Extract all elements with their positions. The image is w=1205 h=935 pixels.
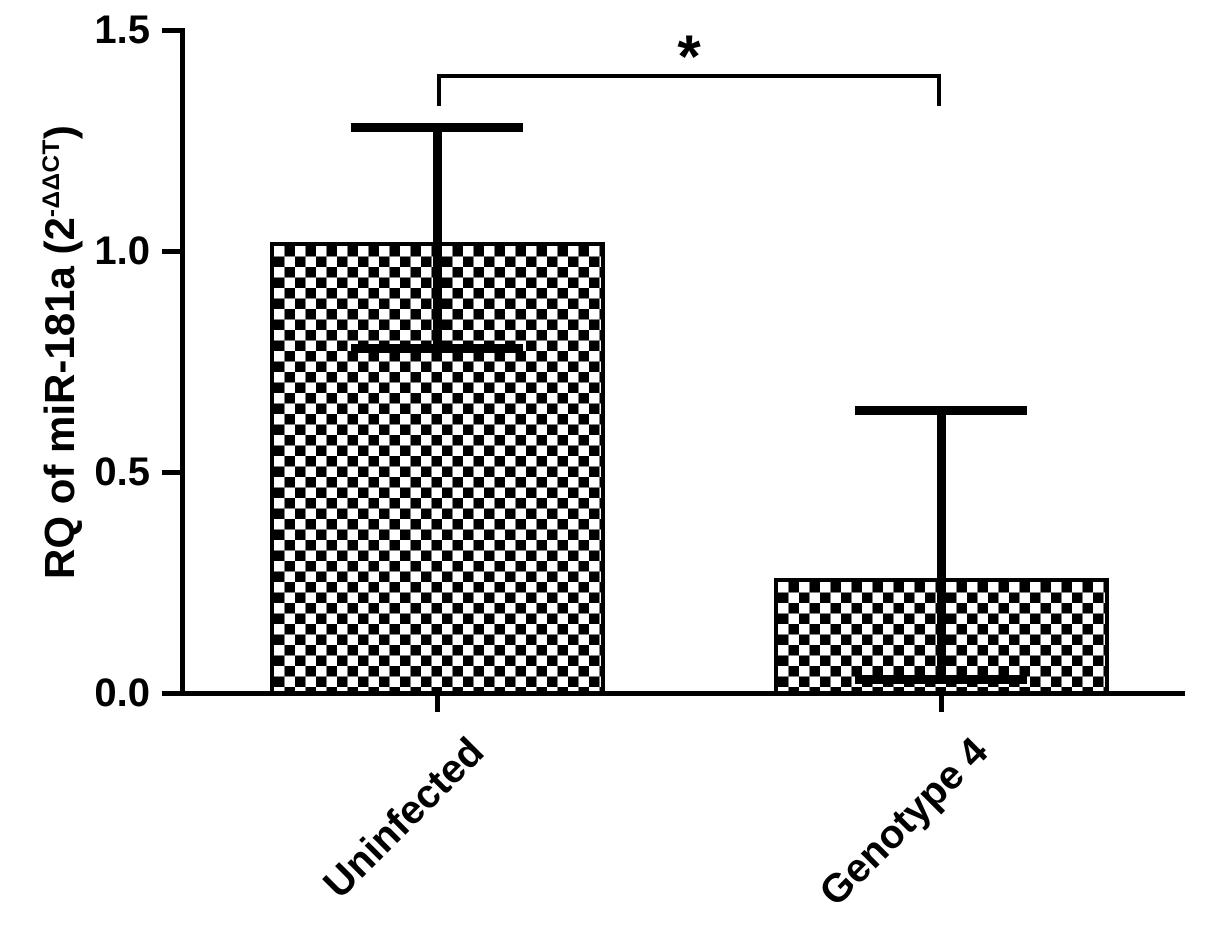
error-bar-line [936, 410, 946, 680]
significance-bracket-right-tick [937, 74, 941, 107]
y-tick-label: 1.0 [94, 229, 150, 273]
significance-bracket-bar [437, 74, 941, 79]
y-tick [162, 249, 180, 254]
error-bar-cap-bottom [351, 343, 523, 353]
y-tick-label: 0.5 [94, 450, 150, 494]
error-bar-cap-bottom [855, 675, 1027, 685]
y-tick-label: 1.5 [94, 8, 150, 52]
error-bar-cap-top [855, 405, 1027, 415]
error-bar-line [432, 127, 442, 349]
x-tick [435, 696, 440, 712]
y-tick [162, 691, 180, 696]
x-tick-label-uninfected: Uninfected [315, 729, 493, 907]
y-tick-label: 0.0 [94, 671, 150, 715]
significance-star: * [677, 23, 701, 91]
y-tick [162, 470, 180, 475]
y-axis-line [180, 28, 185, 695]
significance-bracket-left-tick [437, 74, 441, 107]
y-tick [162, 28, 180, 33]
x-tick [939, 696, 944, 712]
error-bar-cap-top [351, 122, 523, 132]
x-tick-label-genotype-4: Genotype 4 [811, 729, 997, 915]
x-axis-line [180, 691, 1185, 696]
